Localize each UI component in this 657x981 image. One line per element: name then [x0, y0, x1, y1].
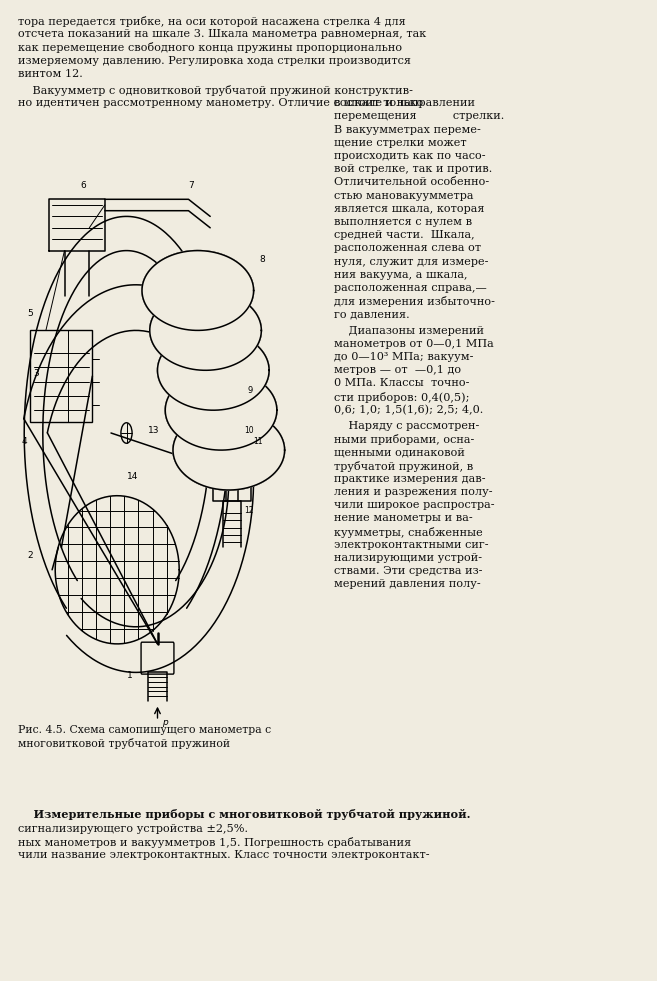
- Text: Наряду с рассмотрен-: Наряду с рассмотрен-: [334, 421, 479, 431]
- Circle shape: [231, 396, 240, 413]
- Text: метров — от  —0,1 до: метров — от —0,1 до: [334, 365, 461, 375]
- Text: расположенная слева от: расположенная слева от: [334, 243, 481, 253]
- Text: выполняется с нулем в: выполняется с нулем в: [334, 217, 472, 227]
- Text: винтом 12.: винтом 12.: [18, 69, 83, 78]
- Text: Вакуумметр с одновитковой трубчатой пружиной конструктив-: Вакуумметр с одновитковой трубчатой пруж…: [18, 85, 413, 96]
- Text: ными приборами, осна-: ными приборами, осна-: [334, 435, 474, 445]
- Polygon shape: [158, 331, 269, 410]
- Text: 5: 5: [28, 309, 33, 318]
- Polygon shape: [142, 250, 254, 331]
- Text: нализирующими устрой-: нализирующими устрой-: [334, 553, 482, 563]
- Text: мерений давления полу-: мерений давления полу-: [334, 580, 481, 590]
- Text: 0,6; 1,0; 1,5(1,6); 2,5; 4,0.: 0,6; 1,0; 1,5(1,6); 2,5; 4,0.: [334, 405, 484, 415]
- Text: 11: 11: [254, 438, 263, 446]
- Text: манометров от 0—0,1 МПа: манометров от 0—0,1 МПа: [334, 338, 494, 349]
- Text: 1: 1: [127, 671, 132, 680]
- Bar: [30, 331, 93, 422]
- Text: 9: 9: [248, 387, 253, 395]
- Text: 8: 8: [260, 255, 265, 264]
- Text: расположенная справа,—: расположенная справа,—: [334, 283, 487, 293]
- Text: 2: 2: [28, 551, 33, 560]
- Text: 12: 12: [244, 506, 254, 515]
- Text: $p$: $p$: [162, 718, 170, 729]
- Polygon shape: [173, 410, 284, 490]
- Text: Отличительной особенно-: Отличительной особенно-: [334, 178, 489, 187]
- Text: нение манометры и ва-: нение манометры и ва-: [334, 513, 472, 524]
- Text: 0 МПа. Классы  точно-: 0 МПа. Классы точно-: [334, 379, 469, 388]
- Polygon shape: [150, 290, 261, 370]
- Text: ных манометров и вакуумметров 1,5. Погрешность срабатывания: ных манометров и вакуумметров 1,5. Погре…: [18, 837, 411, 848]
- Text: ления и разрежения полу-: ления и разрежения полу-: [334, 487, 493, 497]
- Text: сигнализирующего устройства ±2,5%.: сигнализирующего устройства ±2,5%.: [18, 824, 248, 834]
- Text: тора передается трибке, на оси которой насажена стрелка 4 для: тора передается трибке, на оси которой н…: [18, 16, 406, 27]
- Text: чили название электроконтактных. Класс точности электроконтакт-: чили название электроконтактных. Класс т…: [18, 851, 430, 860]
- Text: 14: 14: [127, 472, 138, 481]
- Text: измеряемому давлению. Регулировка хода стрелки производится: измеряемому давлению. Регулировка хода с…: [18, 56, 411, 66]
- Text: го давления.: го давления.: [334, 309, 409, 320]
- Text: щение стрелки может: щение стрелки может: [334, 137, 466, 148]
- Text: но идентичен рассмотренному манометру. Отличие состоит только: но идентичен рассмотренному манометру. О…: [18, 98, 423, 108]
- Text: для измерения избыточно-: для измерения избыточно-: [334, 296, 495, 307]
- Text: отсчета показаний на шкале 3. Шкала манометра равномерная, так: отсчета показаний на шкале 3. Шкала мано…: [18, 29, 426, 39]
- Text: является шкала, которая: является шкала, которая: [334, 204, 484, 214]
- Text: нуля, служит для измере-: нуля, служит для измере-: [334, 257, 488, 267]
- Text: сти приборов: 0,4(0,5);: сти приборов: 0,4(0,5);: [334, 391, 470, 402]
- Text: Измерительные приборы с многовитковой трубчатой пружиной.: Измерительные приборы с многовитковой тр…: [18, 808, 470, 819]
- Text: 13: 13: [148, 426, 160, 435]
- Text: перемещения          стрелки.: перемещения стрелки.: [334, 112, 505, 122]
- Text: 7: 7: [189, 181, 194, 190]
- Text: вой стрелке, так и против.: вой стрелке, так и против.: [334, 164, 492, 175]
- Text: трубчатой пружиной, в: трубчатой пружиной, в: [334, 461, 473, 472]
- Text: чили широкое распростра-: чили широкое распростра-: [334, 500, 495, 510]
- Text: до 0—10³ МПа; вакуум-: до 0—10³ МПа; вакуум-: [334, 352, 474, 362]
- Text: средней части.  Шкала,: средней части. Шкала,: [334, 231, 474, 240]
- Text: 4: 4: [21, 438, 27, 446]
- Text: 6: 6: [80, 181, 86, 190]
- Text: в шкале и направлении: в шкале и направлении: [334, 98, 475, 108]
- Text: как перемещение свободного конца пружины пропорционально: как перемещение свободного конца пружины…: [18, 42, 402, 53]
- Text: происходить как по часо-: происходить как по часо-: [334, 151, 486, 161]
- Text: ния вакуума, а шкала,: ния вакуума, а шкала,: [334, 270, 468, 280]
- Text: Рис. 4.5. Схема самопишущего манометра с: Рис. 4.5. Схема самопишущего манометра с: [18, 725, 271, 735]
- Text: В вакуумметрах переме-: В вакуумметрах переме-: [334, 125, 481, 134]
- Text: Диапазоны измерений: Диапазоны измерений: [334, 326, 484, 336]
- Text: щенными одинаковой: щенными одинаковой: [334, 447, 465, 457]
- Polygon shape: [166, 370, 277, 450]
- FancyBboxPatch shape: [141, 643, 174, 674]
- Text: практике измерения дав-: практике измерения дав-: [334, 474, 486, 484]
- Text: 10: 10: [244, 426, 254, 435]
- Text: ствами. Эти средства из-: ствами. Эти средства из-: [334, 566, 482, 576]
- Text: стью мановакуумметра: стью мановакуумметра: [334, 190, 474, 200]
- Text: электроконтактными сиг-: электроконтактными сиг-: [334, 540, 489, 549]
- Text: куумметры, снабженные: куумметры, снабженные: [334, 527, 483, 538]
- Text: 3: 3: [34, 369, 39, 378]
- Text: многовитковой трубчатой пружиной: многовитковой трубчатой пружиной: [18, 738, 230, 749]
